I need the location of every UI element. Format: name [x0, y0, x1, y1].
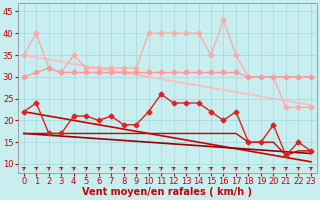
X-axis label: Vent moyen/en rafales ( km/h ): Vent moyen/en rafales ( km/h ) [82, 187, 252, 197]
